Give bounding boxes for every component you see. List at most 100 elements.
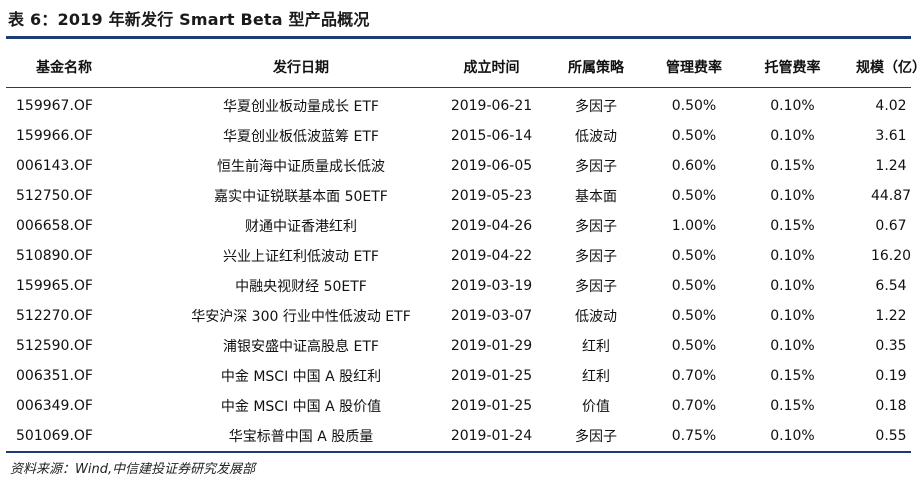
cell-inception: 2019-01-25 [450, 368, 533, 384]
cell-custody-fee: 0.15% [770, 158, 815, 174]
cell-custody-fee: 0.10% [770, 188, 815, 204]
bottom-rule [6, 451, 911, 453]
header-rule [6, 87, 911, 88]
cell-mgmt-fee: 0.50% [671, 308, 717, 324]
table-row: 006143.OF 恒生前海中证质量成长低波 2019-06-05 多因子 0.60% 0… [6, 151, 917, 181]
cell-fund-name: 财通中证香港红利 [245, 219, 357, 235]
cell-fund-code: 501069.OF [16, 428, 93, 444]
cell-size: 6.54 [875, 278, 907, 294]
table-row: 006349.OF 中金 MSCI 中国 A 股价值 2019-01-25 价值 0.7… [6, 391, 917, 421]
cell-strategy: 多因子 [575, 429, 617, 445]
cell-custody-fee: 0.15% [770, 218, 815, 234]
cell-fund-name: 华夏创业板低波蓝筹 ETF [223, 129, 379, 145]
cell-fund-name: 嘉实中证锐联基本面 50ETF [214, 189, 388, 205]
cell-fund-code: 006658.OF [16, 218, 93, 234]
cell-inception: 2019-04-22 [450, 248, 533, 264]
table-row: 006658.OF 财通中证香港红利 2019-04-26 多因子 1.00% 0.15%… [6, 211, 917, 241]
cell-mgmt-fee: 0.75% [671, 428, 717, 444]
cell-fund-name: 中金 MSCI 中国 A 股价值 [220, 399, 382, 415]
cell-strategy: 红利 [582, 339, 610, 355]
cell-mgmt-fee: 0.60% [671, 158, 717, 174]
cell-inception: 2019-03-07 [450, 308, 533, 324]
cell-custody-fee: 0.15% [770, 368, 815, 384]
column-header-custody-fee: 托管费率 [764, 59, 821, 76]
cell-size: 16.20 [870, 248, 912, 264]
table-row: 159967.OF 华夏创业板动量成长 ETF 2019-06-21 多因子 0.50%… [6, 85, 917, 121]
header-row: 基金名称 发行日期 成立时间 所属策略 管理费率 托管费率 规模（亿） [6, 48, 917, 85]
cell-size: 0.35 [875, 338, 907, 354]
table-row: 510890.OF 兴业上证红利低波动 ETF 2019-04-22 多因子 0.50%… [6, 241, 917, 271]
column-header-fund-code: 基金名称 [36, 59, 92, 76]
cell-fund-code: 006351.OF [16, 368, 93, 384]
cell-fund-code: 512590.OF [16, 338, 93, 354]
cell-mgmt-fee: 1.00% [671, 218, 717, 234]
cell-fund-code: 510890.OF [16, 248, 93, 264]
cell-custody-fee: 0.10% [770, 98, 815, 114]
column-header-strategy: 所属策略 [568, 59, 624, 76]
cell-size: 4.02 [875, 98, 907, 114]
table-row: 006351.OF 中金 MSCI 中国 A 股红利 2019-01-25 红利 0.7… [6, 361, 917, 391]
cell-size: 44.87 [870, 188, 912, 204]
cell-fund-code: 159967.OF [16, 98, 93, 114]
top-rule [6, 36, 911, 39]
column-header-inception: 成立时间 [463, 59, 520, 76]
cell-strategy: 多因子 [575, 159, 617, 175]
cell-fund-name: 华宝标普中国 A 股质量 [228, 429, 374, 445]
cell-mgmt-fee: 0.70% [671, 398, 717, 414]
cell-strategy: 价值 [582, 399, 610, 415]
table-row: 512270.OF 华安沪深 300 行业中性低波动 ETF 2019-03-07 低… [6, 301, 917, 331]
table-row: 501069.OF 华宝标普中国 A 股质量 2019-01-24 多因子 0.75% 0… [6, 421, 917, 451]
cell-size: 0.67 [875, 218, 907, 234]
cell-inception: 2019-01-29 [450, 338, 533, 354]
cell-size: 1.24 [875, 158, 907, 174]
cell-strategy: 多因子 [575, 249, 617, 265]
cell-fund-code: 159965.OF [16, 278, 93, 294]
table-row: 512750.OF 嘉实中证锐联基本面 50ETF 2019-05-23 基本面 0.5… [6, 181, 917, 211]
cell-mgmt-fee: 0.50% [671, 188, 717, 204]
cell-custody-fee: 0.10% [770, 338, 815, 354]
table-title: 表 6：2019 年新发行 Smart Beta 型产品概况 [8, 10, 370, 29]
cell-strategy: 低波动 [575, 309, 617, 325]
cell-strategy: 多因子 [575, 219, 617, 235]
cell-strategy: 低波动 [575, 129, 617, 145]
cell-size: 0.18 [875, 398, 907, 414]
column-header-fund-name: 发行日期 [273, 59, 329, 76]
cell-fund-name: 中金 MSCI 中国 A 股红利 [220, 369, 382, 385]
cell-custody-fee: 0.10% [770, 278, 815, 294]
fund-table: 基金名称 发行日期 成立时间 所属策略 管理费率 托管费率 规模（亿） 1599… [6, 48, 917, 451]
cell-mgmt-fee: 0.70% [671, 368, 717, 384]
cell-fund-code: 159966.OF [16, 128, 93, 144]
cell-fund-code: 006349.OF [16, 398, 93, 414]
cell-strategy: 红利 [582, 369, 610, 385]
table-row: 159966.OF 华夏创业板低波蓝筹 ETF 2015-06-14 低波动 0.50%… [6, 121, 917, 151]
cell-fund-name: 华安沪深 300 行业中性低波动 ETF [191, 309, 411, 325]
cell-custody-fee: 0.10% [770, 128, 815, 144]
cell-strategy: 多因子 [575, 99, 617, 115]
table-row: 512590.OF 浦银安盛中证高股息 ETF 2019-01-29 红利 0.50% 0… [6, 331, 917, 361]
column-header-mgmt-fee: 管理费率 [666, 59, 722, 76]
cell-fund-name: 中融央视财经 50ETF [235, 279, 367, 295]
cell-fund-name: 浦银安盛中证高股息 ETF [223, 339, 379, 355]
cell-mgmt-fee: 0.50% [671, 248, 717, 264]
cell-inception: 2019-06-05 [450, 158, 533, 174]
cell-inception: 2019-01-25 [450, 398, 533, 414]
cell-mgmt-fee: 0.50% [671, 338, 717, 354]
cell-size: 3.61 [875, 128, 907, 144]
cell-inception: 2019-03-19 [450, 278, 533, 294]
cell-mgmt-fee: 0.50% [671, 278, 717, 294]
cell-inception: 2019-06-21 [450, 98, 533, 114]
cell-fund-code: 512750.OF [16, 188, 93, 204]
cell-custody-fee: 0.10% [770, 308, 815, 324]
cell-mgmt-fee: 0.50% [671, 128, 717, 144]
cell-custody-fee: 0.15% [770, 398, 815, 414]
cell-inception: 2019-04-26 [450, 218, 533, 234]
cell-inception: 2019-05-23 [450, 188, 533, 204]
cell-inception: 2015-06-14 [450, 128, 533, 144]
table-row: 159965.OF 中融央视财经 50ETF 2019-03-19 多因子 0.50% 0… [6, 271, 917, 301]
cell-strategy: 基本面 [575, 189, 617, 205]
cell-strategy: 多因子 [575, 279, 617, 295]
cell-size: 1.22 [875, 308, 907, 324]
cell-fund-code: 006143.OF [16, 158, 93, 174]
cell-custody-fee: 0.10% [770, 248, 815, 264]
column-header-size: 规模（亿） [856, 59, 917, 76]
